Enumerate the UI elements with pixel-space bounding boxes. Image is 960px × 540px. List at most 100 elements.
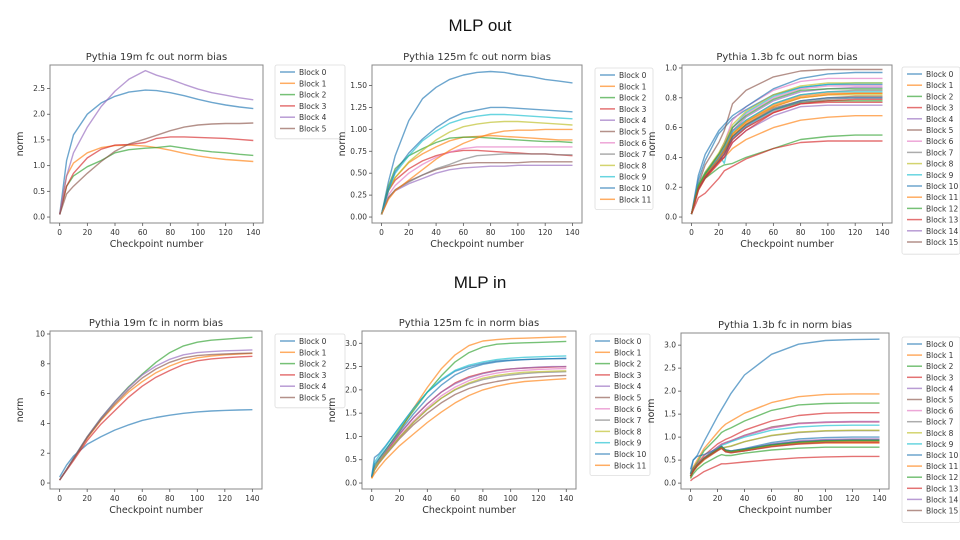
chart-title: Pythia 125m fc in norm bias xyxy=(399,318,540,329)
x-tick-label: 60 xyxy=(137,494,147,503)
series-line-block-11 xyxy=(371,378,567,479)
x-tick-label: 120 xyxy=(848,228,863,237)
series-lines xyxy=(59,69,254,215)
x-tick-label: 40 xyxy=(110,228,120,237)
legend-label: Block 7 xyxy=(614,416,642,425)
legend-label: Block 0 xyxy=(926,70,954,79)
series-line-block-3 xyxy=(59,355,253,481)
series-line-block-8 xyxy=(380,120,573,215)
legend-label: Block 1 xyxy=(299,79,327,88)
legend-label: Block 2 xyxy=(619,94,647,103)
plot-frame xyxy=(49,64,264,224)
series-lines xyxy=(380,70,573,215)
y-tick-label: 3.0 xyxy=(664,341,676,350)
series-line-block-2 xyxy=(380,136,573,215)
y-axis-label: norm xyxy=(647,132,658,157)
series-line-block-10 xyxy=(690,71,883,215)
y-tick-label: 2.5 xyxy=(664,364,676,373)
x-tick-label: 120 xyxy=(218,228,233,237)
y-axis-label: norm xyxy=(15,132,26,157)
series-line-block-5 xyxy=(690,68,883,215)
legend-label: Block 3 xyxy=(299,102,327,111)
series-line-block-2 xyxy=(689,402,880,475)
legend-label: Block 10 xyxy=(926,182,958,191)
legend-label: Block 11 xyxy=(926,462,958,471)
legend-label: Block 9 xyxy=(926,171,954,180)
y-tick-label: 0.5 xyxy=(33,187,45,196)
legend-label: Block 2 xyxy=(614,360,642,369)
y-tick-label: 1.0 xyxy=(665,63,677,72)
series-line-block-1 xyxy=(690,114,883,215)
x-tick-label: 60 xyxy=(138,228,148,237)
y-tick-label: 1.25 xyxy=(350,103,367,112)
series-line-block-6 xyxy=(380,146,573,215)
series-line-block-8 xyxy=(371,370,567,478)
series-line-block-12 xyxy=(689,446,880,479)
legend-label: Block 14 xyxy=(926,495,958,504)
legend: Block 0 Block 1 Block 2 Block 3 Block 4 Block… xyxy=(274,64,346,140)
series-line-block-13 xyxy=(690,98,883,215)
chart-title: Pythia 1.3b fc out norm bias xyxy=(716,52,857,63)
chart-out-1-3b: Pythia 1.3b fc out norm bias 0 20 40 60 80 100… xyxy=(647,52,960,255)
x-tick-label: 120 xyxy=(845,494,860,503)
legend-label: Block 8 xyxy=(619,161,647,170)
chart-title: Pythia 125m fc out norm bias xyxy=(403,52,551,63)
legend-label: Block 1 xyxy=(926,81,954,90)
legend-label: Block 1 xyxy=(926,351,954,360)
x-tick-label: 0 xyxy=(689,228,694,237)
legend-label: Block 13 xyxy=(926,484,958,493)
series-line-block-1 xyxy=(371,336,567,479)
y-tick-label: 0.0 xyxy=(33,213,45,222)
x-tick-label: 120 xyxy=(218,494,233,503)
series-line-block-2 xyxy=(371,340,567,478)
legend-label: Block 9 xyxy=(619,173,647,182)
chart-in-1-3b: Pythia 1.3b fc in norm bias 0 20 40 60 80 100 1… xyxy=(646,320,960,523)
legend: Block 0 Block 1 Block 2 Block 3 Block 4 Block… xyxy=(589,333,651,477)
x-tick-label: 0 xyxy=(57,228,62,237)
y-tick-label: 0.8 xyxy=(665,93,677,102)
legend-label: Block 3 xyxy=(926,373,954,382)
x-axis-label: Checkpoint number xyxy=(738,505,832,516)
x-tick-label: 80 xyxy=(794,494,804,503)
x-tick-label: 40 xyxy=(740,494,750,503)
x-tick-label: 80 xyxy=(166,228,176,237)
series-line-block-1 xyxy=(59,144,254,215)
series-line-block-0 xyxy=(689,338,880,470)
series-line-block-0 xyxy=(59,89,254,215)
legend-label: Block 4 xyxy=(619,116,647,125)
x-tick-label: 140 xyxy=(565,228,580,237)
legend-label: Block 7 xyxy=(619,150,647,159)
legend-label: Block 0 xyxy=(926,340,954,349)
y-tick-label: 0.50 xyxy=(350,169,367,178)
x-tick-label: 60 xyxy=(459,228,469,237)
x-tick-label: 60 xyxy=(769,228,779,237)
legend-label: Block 6 xyxy=(926,137,954,146)
x-tick-label: 0 xyxy=(57,494,62,503)
x-tick-label: 40 xyxy=(110,494,120,503)
y-tick-label: 2.5 xyxy=(33,84,45,93)
y-tick-label: 1.0 xyxy=(33,161,45,170)
series-line-block-4 xyxy=(380,164,573,215)
chart-title: Pythia 19m fc out norm bias xyxy=(86,52,227,63)
series-line-block-5 xyxy=(59,352,253,481)
series-lines xyxy=(689,338,880,482)
legend-label: Block 10 xyxy=(614,450,646,459)
legend-label: Block 12 xyxy=(926,473,958,482)
legend-label: Block 5 xyxy=(926,396,954,405)
x-tick-label: 80 xyxy=(796,228,806,237)
legend-label: Block 8 xyxy=(926,160,954,169)
legend-label: Block 3 xyxy=(299,371,327,380)
x-tick-label: 80 xyxy=(165,494,175,503)
y-tick-label: 1.0 xyxy=(664,433,676,442)
x-tick-label: 60 xyxy=(767,494,777,503)
y-tick-label: 2.0 xyxy=(33,110,45,119)
x-tick-label: 140 xyxy=(875,228,890,237)
legend-label: Block 10 xyxy=(926,451,958,460)
x-axis-label: Checkpoint number xyxy=(109,505,203,516)
legend-box xyxy=(589,333,651,477)
x-axis-label: Checkpoint number xyxy=(422,505,516,516)
series-line-block-0 xyxy=(380,70,573,215)
series-line-block-2 xyxy=(690,134,883,215)
series-line-block-5 xyxy=(380,161,573,215)
